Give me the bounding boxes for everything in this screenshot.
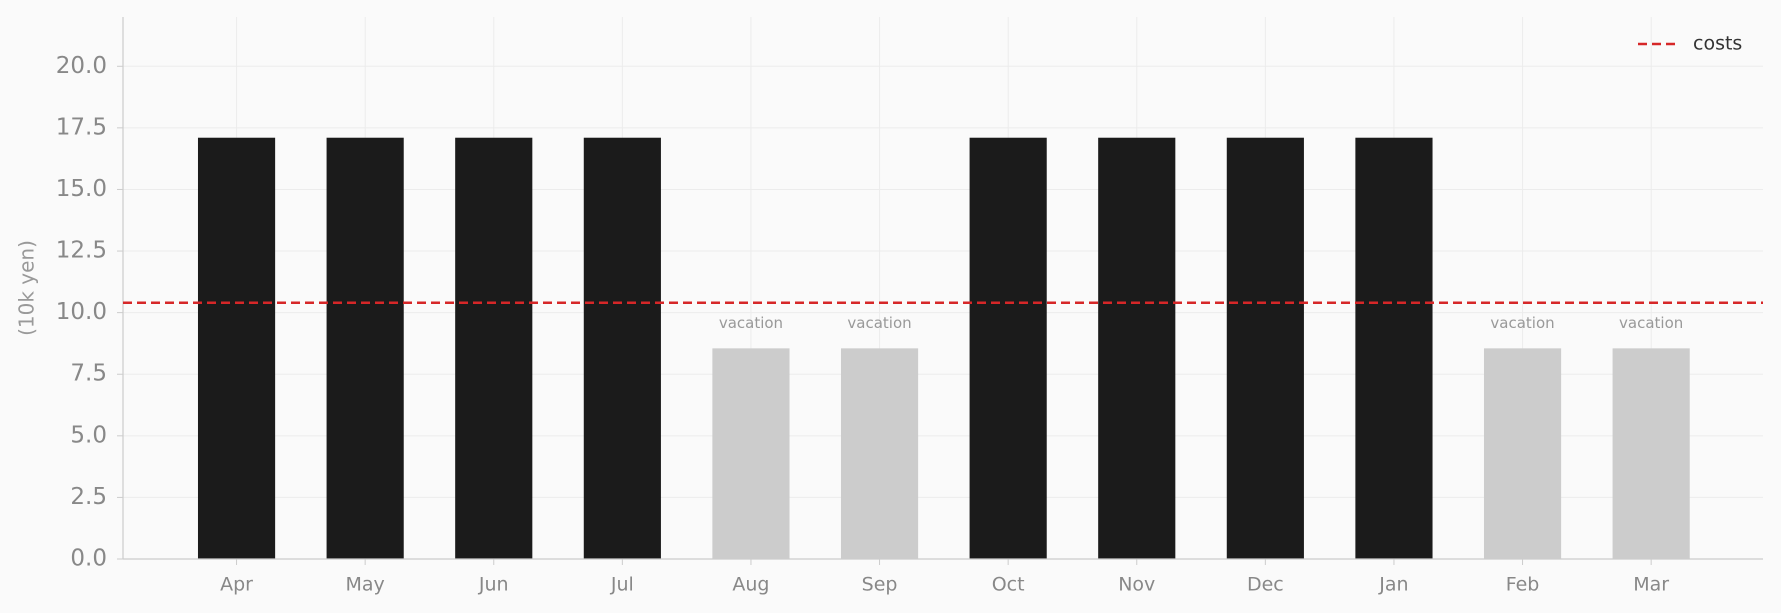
y-tick-label: 15.0 <box>56 176 107 202</box>
x-tick-label: Nov <box>1118 574 1155 596</box>
bar <box>1226 137 1304 559</box>
x-tick-label: Jul <box>610 574 634 596</box>
bar-annotation: vacation <box>1619 314 1683 332</box>
x-tick-label: Jan <box>1378 574 1408 596</box>
bar <box>1612 348 1690 559</box>
x-tick-label: Jun <box>478 574 509 596</box>
x-tick-label: Feb <box>1506 574 1540 596</box>
legend-label: costs <box>1693 33 1742 55</box>
bar-annotation: vacation <box>719 314 783 332</box>
bar <box>712 348 790 559</box>
x-tick-label: Sep <box>862 574 898 596</box>
bar <box>1355 137 1433 559</box>
y-tick-label: 0.0 <box>70 546 107 572</box>
bar <box>455 137 533 559</box>
x-tick-label: Aug <box>732 574 769 596</box>
x-tick-label: Dec <box>1247 574 1284 596</box>
bar <box>1098 137 1176 559</box>
bar <box>1483 348 1562 559</box>
x-tick-label: Apr <box>220 574 253 596</box>
x-tick-label: May <box>346 574 385 596</box>
bar <box>583 137 661 559</box>
y-axis-label: (10k yen) <box>15 240 39 336</box>
x-tick-label: Mar <box>1633 574 1669 596</box>
y-tick-label: 12.5 <box>56 238 107 264</box>
y-tick-label: 17.5 <box>56 114 107 140</box>
bar <box>326 137 404 559</box>
y-tick-label: 2.5 <box>70 484 107 510</box>
x-tick-label: Oct <box>992 574 1025 596</box>
y-tick-label: 20.0 <box>56 53 107 79</box>
bar <box>969 137 1047 559</box>
bar-annotation: vacation <box>1490 314 1554 332</box>
y-tick-label: 7.5 <box>70 361 107 387</box>
bar-annotation: vacation <box>847 314 911 332</box>
bar <box>197 137 276 559</box>
y-tick-label: 10.0 <box>56 299 107 325</box>
bar <box>840 348 919 559</box>
y-tick-label: 5.0 <box>70 422 107 448</box>
